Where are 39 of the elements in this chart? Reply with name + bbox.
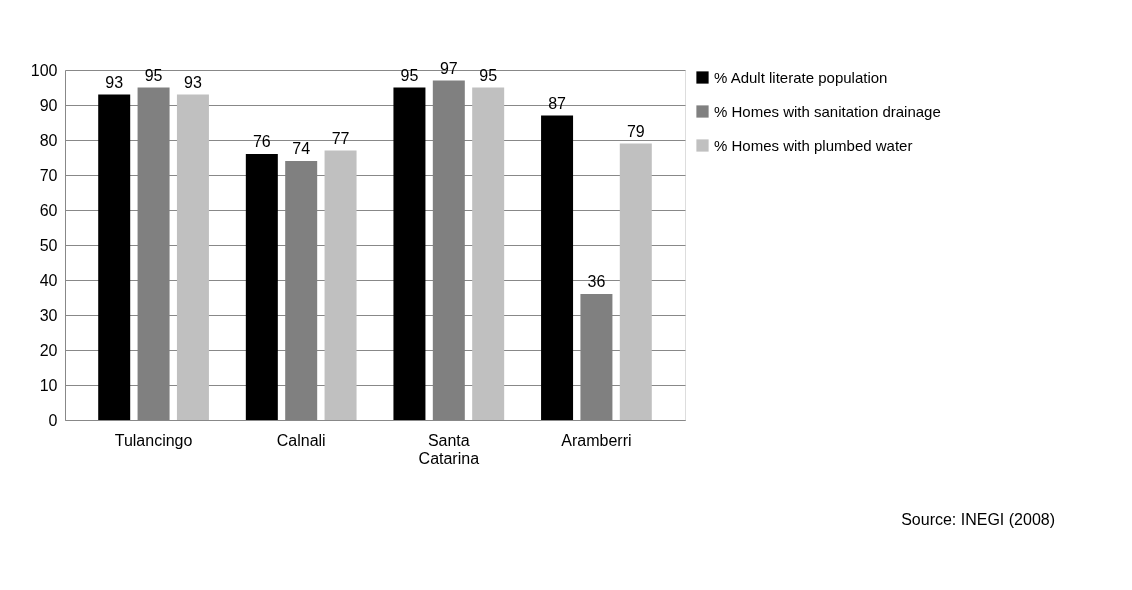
data-label: 97	[439, 59, 458, 77]
x-tick-label: Calnali	[276, 431, 326, 449]
bar	[176, 94, 209, 420]
data-label: 95	[479, 66, 498, 84]
y-tick-label: 80	[39, 131, 58, 149]
y-tick-label: 40	[39, 271, 58, 289]
data-label: 95	[144, 66, 163, 84]
data-label: 95	[400, 66, 419, 84]
y-tick-label: 30	[39, 306, 58, 324]
y-tick-label: 90	[39, 96, 58, 114]
data-label: 76	[252, 133, 271, 150]
y-tick-label: 0	[48, 411, 58, 429]
legend-label: % Homes with plumbed water	[714, 136, 913, 154]
legend-label: % Homes with sanitation drainage	[714, 102, 941, 120]
data-label: 36	[587, 273, 606, 290]
data-label: 77	[331, 129, 350, 147]
x-tick-label: Tulancingo	[114, 431, 193, 449]
source-note: Source: INEGI (2008)	[901, 511, 1055, 528]
data-label: 93	[105, 73, 124, 91]
y-tick-label: 20	[39, 341, 58, 359]
bar	[324, 150, 357, 420]
bar	[98, 94, 131, 420]
bar	[393, 87, 426, 420]
y-tick-label: 60	[39, 201, 58, 219]
y-tick-label: 50	[39, 236, 58, 254]
bar	[619, 143, 652, 420]
data-label: 79	[626, 122, 645, 140]
bar	[541, 115, 574, 420]
x-tick-label: Aramberri	[561, 431, 632, 449]
data-label: 74	[292, 140, 311, 157]
bar	[472, 87, 505, 420]
y-tick-label: 70	[39, 166, 58, 184]
y-tick-label: 100	[30, 61, 58, 79]
legend-label: % Adult literate population	[714, 68, 888, 86]
y-tick-label: 10	[39, 376, 58, 394]
data-label: 93	[184, 73, 202, 91]
x-tick-label: Santa Catarina	[418, 431, 480, 467]
data-label: 87	[548, 94, 567, 112]
bar	[245, 154, 278, 420]
